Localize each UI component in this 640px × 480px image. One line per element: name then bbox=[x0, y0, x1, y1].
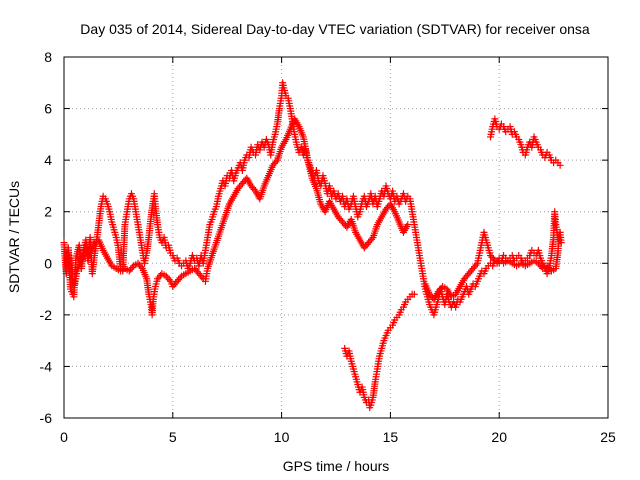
onsa-lower-branch-point bbox=[272, 158, 280, 166]
y-tick-label: -4 bbox=[40, 358, 53, 374]
axis-ticks bbox=[63, 56, 609, 419]
data-points bbox=[60, 79, 565, 412]
onsa-lower-branch-point bbox=[250, 185, 258, 193]
onsa-lower-branch-point bbox=[128, 264, 136, 272]
y-axis-label: SDTVAR / TECUs bbox=[6, 181, 22, 293]
onsa-lower-branch-point bbox=[176, 274, 184, 282]
x-tick-labels: 0 5 10 15 20 25 bbox=[60, 429, 616, 445]
onsa-lower-branch-point bbox=[137, 263, 145, 271]
onsa-late-rise-point bbox=[489, 255, 497, 263]
y-tick-label: 8 bbox=[44, 49, 52, 65]
y-tick-labels: -6 -4 -2 0 2 4 6 8 bbox=[40, 49, 53, 426]
onsa-lower-branch-point bbox=[165, 276, 173, 284]
y-tick-label: -6 bbox=[40, 410, 53, 426]
y-tick-label: 2 bbox=[44, 204, 52, 220]
x-tick-label: 25 bbox=[600, 429, 616, 445]
plot-frame bbox=[63, 56, 609, 419]
chart-title: Day 035 of 2014, Sidereal Day-to-day VTE… bbox=[80, 21, 590, 37]
x-axis-label: GPS time / hours bbox=[283, 458, 390, 474]
y-tick-label: 4 bbox=[44, 152, 52, 168]
onsa-lower-branch-point bbox=[198, 273, 206, 281]
x-tick-label: 5 bbox=[169, 429, 177, 445]
onsa-late-rise-point bbox=[472, 261, 480, 269]
onsa-lower-branch-point bbox=[404, 221, 412, 229]
x-tick-label: 15 bbox=[383, 429, 399, 445]
y-tick-label: 0 bbox=[44, 255, 52, 271]
x-tick-label: 10 bbox=[274, 429, 290, 445]
y-tick-label: 6 bbox=[44, 101, 52, 117]
onsa-late-high-point bbox=[556, 161, 564, 169]
onsa-dip-point bbox=[410, 290, 418, 298]
x-tick-label: 0 bbox=[60, 429, 68, 445]
onsa-lower-branch-point bbox=[368, 235, 376, 243]
onsa-late-rise-point bbox=[556, 236, 564, 244]
y-tick-label: -2 bbox=[40, 307, 53, 323]
x-tick-label: 20 bbox=[491, 429, 507, 445]
